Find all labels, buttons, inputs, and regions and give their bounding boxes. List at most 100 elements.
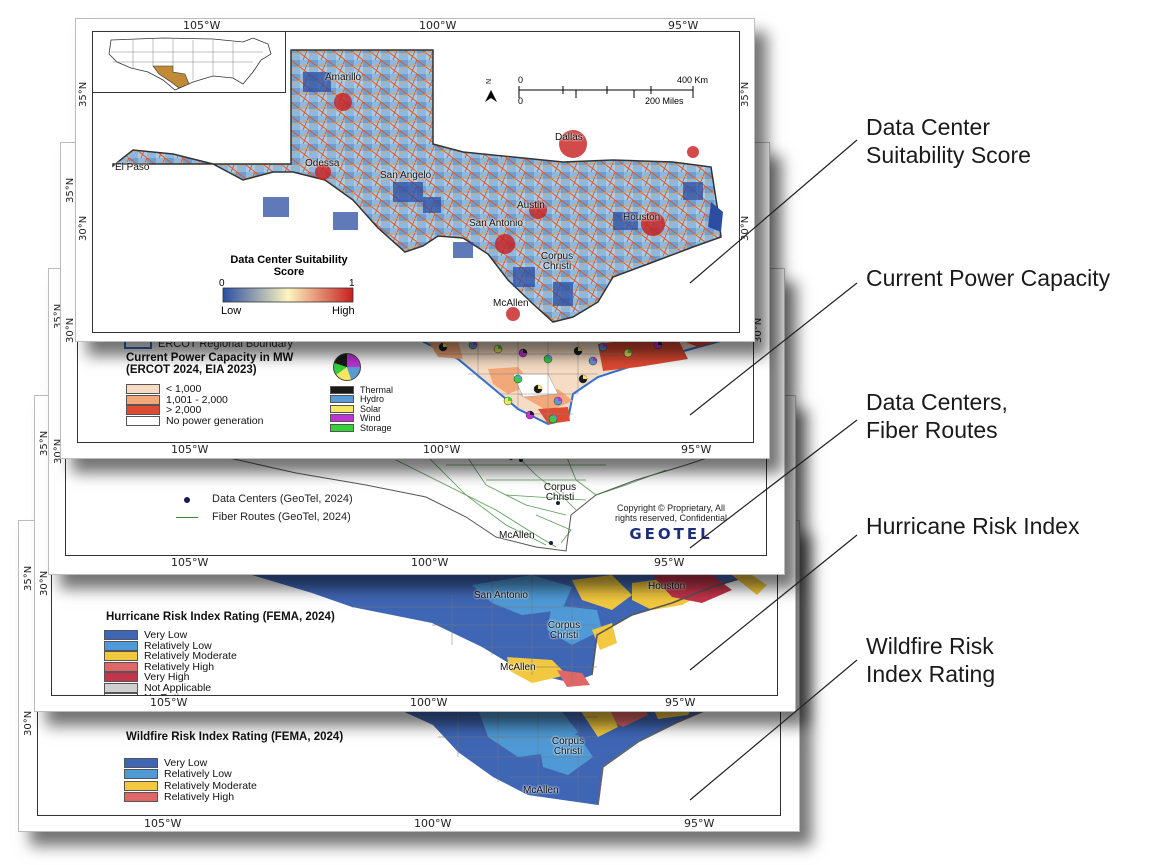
wildfire-legend-title: Wildfire Risk Index Rating (FEMA, 2024): [126, 731, 344, 743]
boundary-legend-label: ERCOT Regional Boundary: [158, 338, 293, 350]
low-label: Low: [221, 305, 242, 317]
legend-swatch: [330, 404, 354, 413]
city-label: Odessa: [305, 158, 340, 169]
scalebar-km-label: 400 Km: [677, 75, 709, 85]
data-center-dot-icon: [184, 497, 190, 503]
legend-item: Very High: [104, 671, 237, 684]
city-label: McAllen: [499, 530, 535, 541]
city-label: Corpus Christi: [540, 251, 574, 272]
legend-swatch: [104, 682, 138, 693]
city-label: Corpus Christi: [551, 736, 585, 757]
city-label: San Antonio: [474, 590, 528, 601]
legend-item: 1,001 - 2,000: [126, 393, 263, 406]
lat-label: 35°N: [740, 81, 751, 107]
legend-item: Relatively Low: [124, 768, 257, 780]
legend-label: Relatively Low: [144, 639, 212, 652]
legend-swatch: [124, 769, 158, 780]
legend-swatch: [104, 640, 138, 651]
legend-label: Relatively High: [144, 660, 215, 673]
legend-swatch: [126, 394, 160, 405]
suitability-map-frame: Amarillo Dallas El Paso Odessa San Angel…: [92, 31, 740, 333]
legend-swatch: [126, 405, 160, 416]
callout-line: Hurricane Risk Index: [866, 513, 1080, 539]
legend-label: Solar: [360, 403, 382, 414]
power-source-legend: Thermal Hydro Solar Wind Storage: [330, 385, 393, 433]
lon-label: 105°W: [150, 696, 188, 709]
callout-line: Suitability Score: [866, 142, 1031, 168]
legend-label: Very Low: [144, 629, 188, 642]
scalebar-zero-miles: 0: [518, 96, 524, 106]
north-label: N: [486, 78, 494, 85]
lon-label: 95°W: [668, 19, 699, 32]
legend-label: No power generation: [166, 414, 264, 427]
legend-item: Relatively Moderate: [104, 650, 237, 662]
power-legend-title: Current Power Capacity in MW (ERCOT 2024…: [126, 352, 294, 376]
legend-label: 1,001 - 2,000: [166, 393, 228, 406]
legend-label: Wind: [360, 413, 381, 424]
callout-fiber: Data Centers, Fiber Routes: [866, 388, 1008, 444]
hurricane-legend-title: Hurricane Risk Index Rating (FEMA, 2024): [106, 611, 335, 623]
legend-swatch: [126, 384, 160, 395]
city-label: Houston: [648, 581, 686, 592]
power-map-frame: ERCOT Regional Boundary Current Power Ca…: [77, 338, 754, 443]
suitability-legend-title: Data Center Suitability Score: [230, 254, 348, 278]
lon-label: 95°W: [684, 817, 715, 830]
legend-item: Thermal: [330, 385, 393, 395]
callout-power: Current Power Capacity: [866, 264, 1110, 292]
city-label: Houston: [623, 212, 661, 223]
callout-line: Data Centers,: [866, 389, 1008, 415]
legend-label: Very High: [144, 671, 190, 684]
power-class-legend: < 1,000 1,001 - 2,000 > 2,000 No power gene…: [126, 383, 264, 427]
lon-label: 105°W: [183, 19, 221, 32]
lat-label: 30°N: [23, 710, 34, 736]
power-map-canvas: [417, 339, 729, 426]
lon-label: 105°W: [171, 556, 209, 569]
north-arrow-icon: [485, 90, 497, 102]
lon-label: 105°W: [171, 443, 209, 456]
legend-swatch: [330, 395, 354, 404]
legend-label: Storage: [360, 422, 392, 433]
legend-label: Relatively High: [164, 791, 235, 804]
scalebar-zero-km: 0: [518, 75, 524, 85]
city-label: Austin: [517, 200, 545, 211]
city-label: San Antonio: [469, 218, 523, 229]
lon-label: 100°W: [414, 817, 452, 830]
legend-item: > 2,000: [126, 404, 263, 416]
legend-item: < 1,000: [126, 383, 263, 395]
legend-swatch: [104, 630, 138, 641]
legend-swatch: [104, 651, 138, 662]
callout-wildfire: Wildfire Risk Index Rating: [866, 632, 995, 688]
callout-line: Current Power Capacity: [866, 265, 1111, 291]
city-label: Corpus Christi: [547, 620, 581, 641]
legend-swatch: [330, 385, 354, 394]
callout-line: Data Center: [866, 114, 991, 140]
legend-item: Storage: [330, 423, 393, 433]
lon-label: 100°W: [410, 696, 448, 709]
city-label: El Paso: [115, 162, 150, 173]
legend-swatch: [330, 423, 354, 432]
legend-item: Relatively High: [104, 660, 237, 673]
legend-item: Very Low: [104, 629, 237, 642]
wildfire-legend: Very Low Relatively Low Relatively Moderat…: [124, 757, 257, 803]
lon-label: 95°W: [654, 556, 685, 569]
legend-swatch: [104, 693, 138, 695]
scalebar-miles-label: 200 Miles: [645, 96, 684, 106]
lon-label: 105°W: [144, 817, 182, 830]
legend-swatch: [124, 757, 158, 768]
legend-swatch: [104, 661, 138, 672]
legend-swatch: [104, 672, 138, 683]
legend-item: Very Low: [124, 757, 257, 769]
lon-label: 100°W: [419, 19, 457, 32]
legend-label: Relatively Moderate: [164, 779, 257, 792]
legend-item: Not Applicable: [104, 681, 237, 694]
legend-label: Not Applicable: [144, 681, 212, 694]
legend-item: No power generation: [126, 414, 264, 427]
power-source-pie-icon: [333, 353, 361, 381]
scale-min-label: 0: [219, 278, 225, 289]
legend-label: Hydro: [360, 394, 385, 405]
legend-swatch: [126, 415, 160, 426]
city-label: McAllen: [500, 662, 536, 673]
data-center-legend-label: Data Centers (GeoTel, 2024): [212, 493, 353, 505]
legend-item: Relatively High: [124, 791, 257, 804]
lat-label: 35°N: [23, 565, 34, 591]
